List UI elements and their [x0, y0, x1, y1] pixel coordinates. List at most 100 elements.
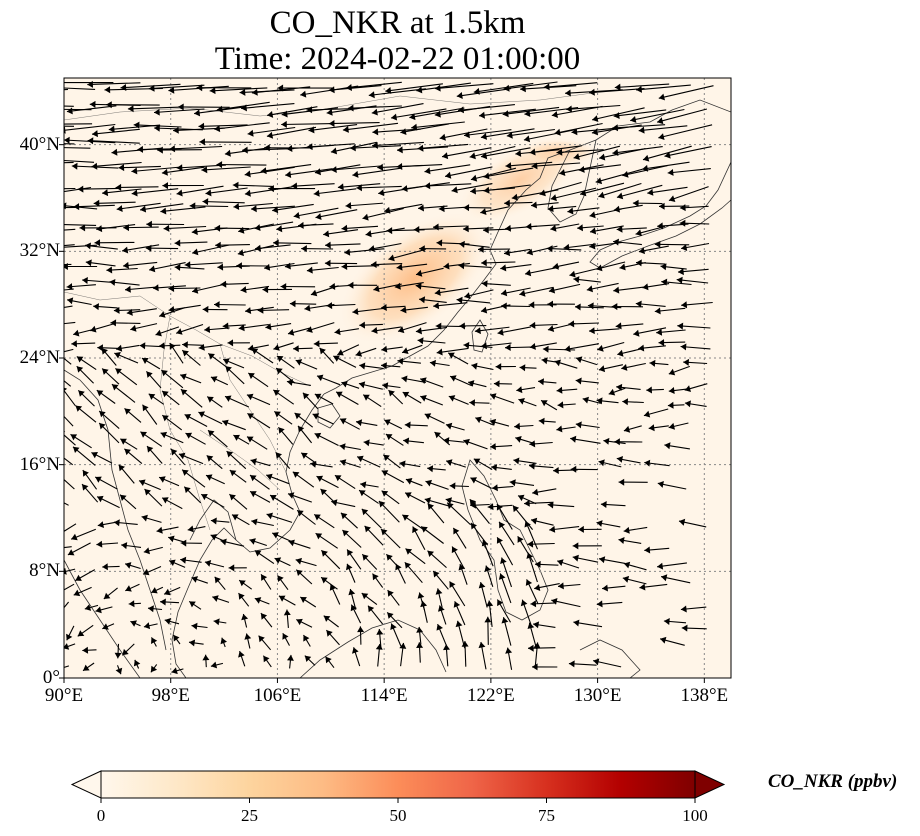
- wind-arrow-head: [303, 635, 310, 642]
- wind-arrow-head: [206, 474, 213, 481]
- wind-arrow-head: [533, 642, 541, 649]
- wind-arrow-head: [308, 126, 315, 134]
- wind-arrow-head: [416, 626, 424, 633]
- wind-arrow-head: [144, 489, 151, 496]
- wind-arrow: [497, 326, 532, 334]
- wind-arrow-head: [487, 503, 494, 511]
- wind-arrow-head: [513, 457, 520, 465]
- wind-arrow-head: [304, 655, 312, 662]
- wind-arrow-head: [184, 486, 191, 494]
- wind-arrow-head: [39, 106, 45, 113]
- wind-arrow-head: [185, 432, 193, 439]
- wind-arrow-head: [590, 227, 597, 235]
- wind-arrow-head: [214, 125, 221, 133]
- wind-arrow-head: [141, 514, 148, 522]
- wind-arrow-head: [578, 166, 585, 173]
- wind-arrow-head: [161, 370, 168, 377]
- wind-arrow-head: [310, 289, 318, 297]
- wind-arrow-head: [622, 171, 629, 178]
- wind-arrow-head: [85, 242, 91, 250]
- wind-arrow: [87, 82, 141, 86]
- wind-arrow: [131, 188, 179, 195]
- wind-arrow-head: [199, 138, 205, 146]
- wind-arrow-head: [315, 213, 322, 220]
- wind-arrow: [658, 124, 713, 139]
- wind-arrow-head: [677, 322, 684, 330]
- wind-arrow: [441, 147, 492, 158]
- wind-arrow-head: [445, 497, 452, 505]
- wind-arrow-head: [137, 145, 143, 153]
- wind-arrow-head: [658, 133, 665, 140]
- wind-arrow: [313, 188, 357, 195]
- wind-arrow: [622, 165, 668, 177]
- wind-arrow: [411, 121, 465, 129]
- wind-arrow-head: [658, 93, 665, 101]
- wind-arrow-head: [149, 265, 156, 273]
- wind-arrow-head: [151, 587, 158, 594]
- wind-arrow-head: [436, 624, 443, 631]
- wind-arrow-head: [255, 244, 261, 252]
- wind-arrow-head: [274, 411, 281, 418]
- wind-arrow-head: [427, 550, 434, 557]
- wind-arrow-head: [616, 456, 623, 463]
- wind-arrow-head: [642, 283, 649, 291]
- wind-arrow-head: [298, 425, 305, 433]
- wind-arrow-head: [509, 479, 516, 487]
- wind-arrow-head: [67, 549, 75, 556]
- wind-arrow-head: [469, 499, 477, 506]
- wind-arrow: [432, 225, 468, 228]
- wind-arrow: [306, 143, 355, 148]
- wind-arrow-head: [421, 526, 428, 533]
- wind-arrow-head: [635, 229, 642, 237]
- wind-arrow-head: [618, 537, 625, 544]
- wind-arrow-head: [543, 83, 550, 91]
- wind-arrow-head: [247, 436, 254, 443]
- wind-arrow-head: [29, 186, 35, 193]
- wind-arrow-head: [435, 588, 443, 595]
- wind-arrow-head: [336, 391, 343, 398]
- wind-arrow: [519, 286, 554, 296]
- wind-arrow-head: [159, 311, 166, 318]
- wind-arrow: [64, 380, 72, 387]
- wind-arrow: [64, 143, 75, 145]
- wind-arrow-head: [43, 306, 49, 313]
- wind-arrow-head: [551, 598, 558, 605]
- wind-arrow-head: [91, 162, 98, 170]
- wind-arrow-head: [448, 352, 455, 359]
- wind-arrow-head: [424, 413, 432, 420]
- wind-arrow-head: [667, 169, 674, 176]
- wind-arrow-head: [278, 595, 286, 602]
- wind-arrow-head: [417, 144, 424, 152]
- wind-arrow-head: [405, 548, 413, 555]
- wind-arrow-head: [525, 579, 533, 586]
- wind-arrow-head: [443, 262, 450, 270]
- wind-arrow: [612, 124, 666, 129]
- wind-arrow: [613, 109, 667, 117]
- wind-arrow-head: [280, 283, 287, 291]
- wind-arrow-head: [386, 554, 393, 561]
- wind-arrow-head: [617, 349, 624, 357]
- wind-arrow-head: [130, 324, 137, 332]
- wind-arrow-head: [618, 478, 625, 486]
- wind-arrow-head: [213, 618, 220, 626]
- wind-arrow-head: [388, 390, 395, 397]
- wind-arrow-head: [313, 340, 320, 348]
- wind-arrow-head: [164, 588, 171, 596]
- wind-arrow: [434, 287, 469, 294]
- wind-arrow-head: [97, 521, 104, 528]
- wind-arrow-head: [264, 263, 271, 271]
- wind-arrow-head: [247, 413, 254, 420]
- wind-arrow-head: [657, 222, 663, 230]
- wind-arrow-head: [287, 654, 294, 661]
- wind-arrow-head: [357, 455, 364, 463]
- wind-arrow: [554, 122, 603, 134]
- wind-arrow-head: [554, 128, 561, 136]
- wind-arrow-head: [276, 355, 284, 362]
- wind-arrow-head: [638, 247, 645, 255]
- wind-arrow: [529, 145, 582, 154]
- wind-arrow-head: [82, 646, 89, 654]
- colorbar-extend-low: [70, 770, 102, 799]
- wind-arrow-head: [114, 652, 122, 659]
- wind-arrow-head: [341, 224, 348, 232]
- wind-arrow-head: [206, 455, 214, 462]
